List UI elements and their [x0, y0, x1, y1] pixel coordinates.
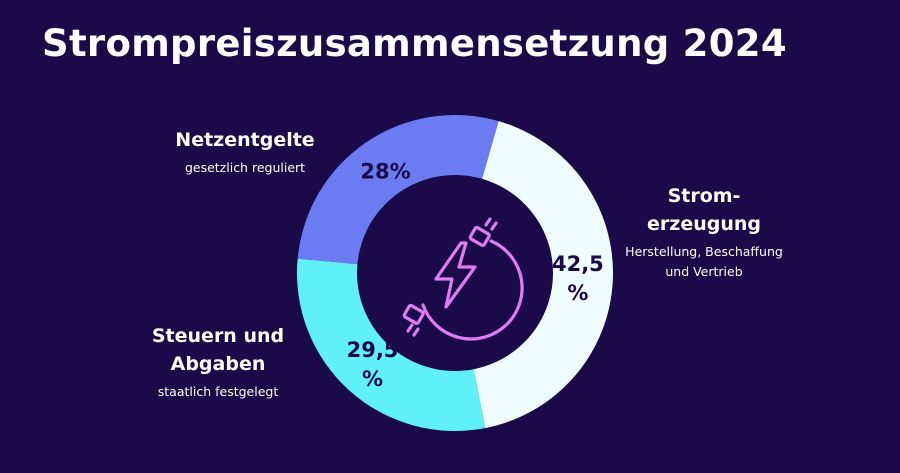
- category-name: Netzentgelte: [160, 126, 330, 154]
- category-subtitle-line: Herstellung, Beschaffung: [625, 244, 783, 259]
- slice-value-label-line: 42,5: [552, 252, 604, 276]
- category-name-line: erzeugung: [647, 213, 761, 235]
- category-subtitle: Herstellung, Beschaffung und Vertrieb: [614, 242, 794, 282]
- category-name-line: Steuern und: [151, 325, 285, 347]
- slice-value-label-2: 28%: [360, 160, 410, 184]
- category-label-stromerzeugung: Strom- erzeugung Herstellung, Beschaffun…: [614, 182, 794, 282]
- slice-value-label-line: 28%: [360, 160, 410, 184]
- slice-value-label-0: 42,5%: [552, 252, 604, 305]
- slice-value-label-line: %: [362, 367, 383, 391]
- slice-value-labels: 42,5 %29,5 %28%: [347, 160, 604, 391]
- plug-lightning-icon: [402, 217, 524, 341]
- category-subtitle-line: und Vertrieb: [665, 264, 743, 279]
- category-name-line: Abgaben: [170, 353, 266, 375]
- category-label-netzentgelte: Netzentgelte gesetzlich reguliert: [160, 126, 330, 178]
- category-name-line: Netzentgelte: [175, 129, 315, 151]
- category-subtitle: staatlich festgelegt: [140, 382, 296, 402]
- slice-value-label-line: 29,5: [347, 338, 399, 362]
- slice-value-label-1: 29,5%: [347, 338, 399, 391]
- category-subtitle: gesetzlich reguliert: [160, 158, 330, 178]
- category-subtitle-line: gesetzlich reguliert: [184, 160, 306, 175]
- category-name: Steuern und Abgaben: [140, 322, 296, 378]
- donut-hole: [357, 175, 553, 371]
- chart-title: Strompreiszusammensetzung 2024: [42, 22, 787, 65]
- category-name-line: Strom-: [667, 185, 741, 207]
- category-label-steuern-und-abgaben: Steuern und Abgaben staatlich festgelegt: [140, 322, 296, 402]
- category-name: Strom- erzeugung: [614, 182, 794, 238]
- category-subtitle-line: staatlich festgelegt: [157, 384, 279, 399]
- slice-value-label-line: %: [567, 281, 588, 305]
